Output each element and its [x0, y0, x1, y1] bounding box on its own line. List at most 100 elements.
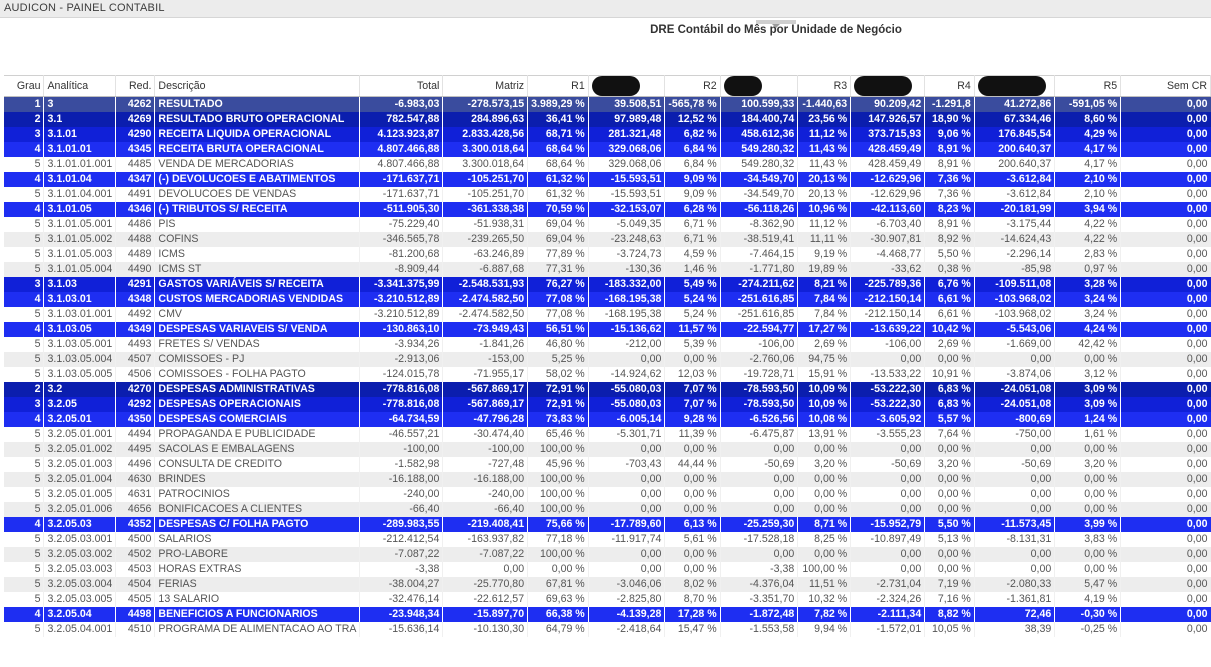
r3-value-cell: -3.605,92 — [850, 412, 926, 427]
table-row[interactable]: 5 3.2.05.03.002 4502 PRO-LABORE -7.087,22 -7.… — [4, 547, 1211, 562]
sem-cr-cell: 0,00 — [1120, 262, 1211, 277]
table-row[interactable]: 5 3.2.05.03.003 4503 HORAS EXTRAS -3,38 0,00 0… — [4, 562, 1211, 577]
total-cell: -38.004,27 — [359, 577, 444, 592]
r3-value-cell: 0,00 — [850, 472, 926, 487]
r4-value-cell: -103.968,02 — [974, 307, 1056, 322]
table-row[interactable]: 5 3.2.05.01.003 4496 CONSULTA DE CREDITO -1.… — [4, 457, 1211, 472]
table-row[interactable]: 5 3.1.01.05.003 4489 ICMS -81.200,68 -63.246,… — [4, 247, 1211, 262]
header-redacted-1[interactable] — [588, 75, 666, 97]
header-redacted-4[interactable] — [974, 75, 1056, 97]
grau-cell: 4 — [4, 292, 45, 307]
analitica-cell: 3 — [43, 96, 117, 112]
header-r2[interactable]: R2 — [664, 75, 721, 97]
red-cell: 4491 — [115, 187, 156, 202]
table-row[interactable]: 4 3.1.03.05 4349 DESPESAS VARIAVEIS S/ VEND… — [4, 322, 1211, 337]
table-row[interactable]: 5 3.2.05.01.001 4494 PROPAGANDA E PUBLICIDA… — [4, 427, 1211, 442]
r5-pct-cell: 42,42 % — [1054, 337, 1122, 352]
header-r3[interactable]: R3 — [797, 75, 852, 97]
table-row[interactable]: 5 3.1.01.05.001 4486 PIS -75.229,40 -51.938,3… — [4, 217, 1211, 232]
table-row[interactable]: 5 3.2.05.03.004 4504 FERIAS -38.004,27 -25.77… — [4, 577, 1211, 592]
r2-value-cell: -6.475,87 — [720, 427, 799, 442]
header-red[interactable]: Red. — [115, 75, 156, 97]
descricao-cell: PATROCINIOS — [154, 487, 361, 502]
table-row[interactable]: 5 3.1.03.05.001 4493 FRETES S/ VENDAS -3.934… — [4, 337, 1211, 352]
table-row[interactable]: 4 3.1.03.01 4348 CUSTOS MERCADORIAS VENDIDA… — [4, 292, 1211, 307]
red-cell: 4270 — [115, 382, 156, 397]
table-row[interactable]: 5 3.1.01.05.002 4488 COFINS -346.565,78 -239.… — [4, 232, 1211, 247]
grau-cell: 4 — [4, 172, 45, 187]
r4-pct-cell: 3,20 % — [924, 457, 975, 472]
r3-pct-cell: 7,84 % — [797, 292, 852, 307]
table-row[interactable]: 1 3 4262 RESULTADO -6.983,03 -278.573,15 3.989… — [4, 96, 1211, 112]
r1-value-cell: -17.789,60 — [588, 517, 666, 532]
descricao-cell: PIS — [154, 217, 361, 232]
matriz-cell: -71.955,17 — [442, 367, 529, 382]
r4-value-cell: 176.845,54 — [974, 127, 1056, 142]
table-row[interactable]: 4 3.1.01.05 4346 (-) TRIBUTOS S/ RECEITA -51… — [4, 202, 1211, 217]
table-row[interactable]: 5 3.1.03.05.005 4506 COMISSOES - FOLHA PAGT… — [4, 367, 1211, 382]
sem-cr-cell: 0,00 — [1120, 277, 1211, 292]
table-row[interactable]: 5 3.2.05.01.004 4630 BRINDES -16.188,00 -16.1… — [4, 472, 1211, 487]
table-row[interactable]: 5 3.2.05.03.001 4500 SALARIOS -212.412,54 -16… — [4, 532, 1211, 547]
table-row[interactable]: 5 3.1.03.01.001 4492 CMV -3.210.512,89 -2.474… — [4, 307, 1211, 322]
header-total[interactable]: Total — [359, 75, 444, 97]
r2-value-cell: -50,69 — [720, 457, 799, 472]
analitica-cell: 3.1.01.05 — [43, 202, 117, 217]
r3-pct-cell: 11,43 % — [797, 157, 852, 172]
table-row[interactable]: 4 3.2.05.04 4498 BENEFICIOS A FUNCIONARIOS -… — [4, 607, 1211, 622]
header-descricao[interactable]: Descrição — [154, 75, 361, 97]
r1-value-cell: 0,00 — [588, 547, 666, 562]
total-cell: -511.905,30 — [359, 202, 444, 217]
header-redacted-3[interactable] — [850, 75, 926, 97]
total-cell: 4.123.923,87 — [359, 127, 444, 142]
analitica-cell: 3.1.03.05.005 — [43, 367, 117, 382]
table-row[interactable]: 4 3.2.05.01 4350 DESPESAS COMERCIAIS -64.734… — [4, 412, 1211, 427]
r1-value-cell: -4.139,28 — [588, 607, 666, 622]
r3-pct-cell: 19,89 % — [797, 262, 852, 277]
table-row[interactable]: 4 3.1.01.04 4347 (-) DEVOLUCOES E ABATIMENT… — [4, 172, 1211, 187]
r3-pct-cell: 20,13 % — [797, 172, 852, 187]
table-row[interactable]: 5 3.2.05.01.006 4656 BONIFICACOES A CLIENTE… — [4, 502, 1211, 517]
table-row[interactable]: 5 3.2.05.01.005 4631 PATROCINIOS -240,00 -240… — [4, 487, 1211, 502]
table-row[interactable]: 3 3.1.01 4290 RECEITA LIQUIDA OPERACIONAL 4.… — [4, 127, 1211, 142]
table-row[interactable]: 2 3.2 4270 DESPESAS ADMINISTRATIVAS -778.816… — [4, 382, 1211, 397]
r2-pct-cell: 0,00 % — [664, 547, 721, 562]
table-row[interactable]: 5 3.1.03.05.004 4507 COMISSOES - PJ -2.913,0… — [4, 352, 1211, 367]
header-matriz[interactable]: Matriz — [442, 75, 529, 97]
title-drag-handle[interactable] — [756, 20, 796, 28]
header-sem-cr[interactable]: Sem CR — [1120, 75, 1211, 97]
r4-value-cell: 0,00 — [974, 562, 1056, 577]
r3-pct-cell: 11,43 % — [797, 142, 852, 157]
r4-pct-cell: 18,90 % — [924, 112, 975, 127]
table-row[interactable]: 5 3.1.01.05.004 4490 ICMS ST -8.909,44 -6.887… — [4, 262, 1211, 277]
table-row[interactable]: 5 3.2.05.03.005 4505 13 SALARIO -32.476,14 -2… — [4, 592, 1211, 607]
header-r1[interactable]: R1 — [527, 75, 589, 97]
r1-pct-cell: 70,59 % — [527, 202, 589, 217]
sem-cr-cell: 0,00 — [1120, 142, 1211, 157]
matriz-cell: -63.246,89 — [442, 247, 529, 262]
table-row[interactable]: 4 3.2.05.03 4352 DESPESAS C/ FOLHA PAGTO -28… — [4, 517, 1211, 532]
table-row[interactable]: 3 3.1.03 4291 GASTOS VARIÁVEIS S/ RECEITA -3… — [4, 277, 1211, 292]
header-r5[interactable]: R5 — [1054, 75, 1122, 97]
header-redacted-2[interactable] — [720, 75, 799, 97]
table-row[interactable]: 5 3.2.05.04.001 4510 PROGRAMA DE ALIMENTACA… — [4, 622, 1211, 637]
analitica-cell: 3.2.05.01 — [43, 412, 117, 427]
sem-cr-cell: 0,00 — [1120, 172, 1211, 187]
table-row[interactable]: 2 3.1 4269 RESULTADO BRUTO OPERACIONAL 782.5… — [4, 112, 1211, 127]
r4-pct-cell: 2,69 % — [924, 337, 975, 352]
r1-pct-cell: 0,00 % — [527, 562, 589, 577]
r2-value-cell: -1.872,48 — [720, 607, 799, 622]
r2-pct-cell: 5,61 % — [664, 532, 721, 547]
header-grau[interactable]: Grau — [4, 75, 45, 97]
analitica-cell: 3.2.05 — [43, 397, 117, 412]
table-row[interactable]: 5 3.2.05.01.002 4495 SACOLAS E EMBALAGENS -1… — [4, 442, 1211, 457]
header-r4[interactable]: R4 — [924, 75, 975, 97]
r5-pct-cell: 4,19 % — [1054, 592, 1122, 607]
table-row[interactable]: 5 3.1.01.04.001 4491 DEVOLUCOES DE VENDAS -1… — [4, 187, 1211, 202]
r3-value-cell: -33,62 — [850, 262, 926, 277]
table-row[interactable]: 5 3.1.01.01.001 4485 VENDA DE MERCADORIAS 4.… — [4, 157, 1211, 172]
table-row[interactable]: 3 3.2.05 4292 DESPESAS OPERACIONAIS -778.816… — [4, 397, 1211, 412]
r1-pct-cell: 67,81 % — [527, 577, 589, 592]
table-row[interactable]: 4 3.1.01.01 4345 RECEITA BRUTA OPERACIONAL 4… — [4, 142, 1211, 157]
header-analitica[interactable]: Analítica — [43, 75, 117, 97]
